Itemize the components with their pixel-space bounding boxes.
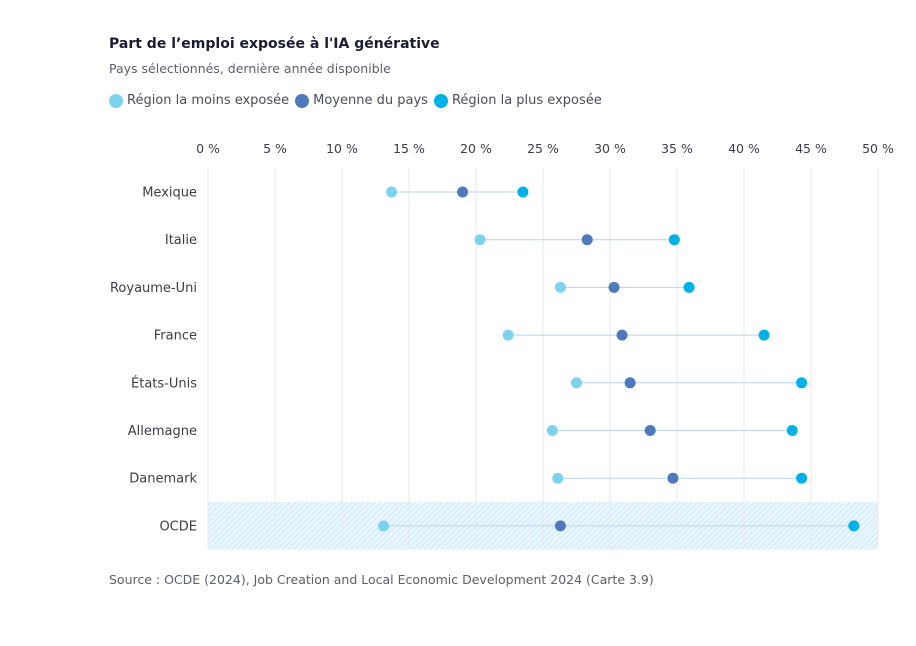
point-avg-france	[616, 329, 628, 341]
legend-swatch-min	[109, 93, 123, 108]
grid-layer	[207, 168, 879, 549]
x-tick-label: 30 %	[594, 141, 626, 156]
point-min-etats-unis	[571, 377, 582, 389]
legend-item-max[interactable]: Région la plus exposée	[433, 93, 602, 108]
point-max-allemagne	[786, 425, 798, 436]
x-tick-label: 15 %	[393, 141, 425, 156]
source-note: Source : OCDE (2024), Job Creation and L…	[109, 572, 654, 587]
point-avg-danemark	[667, 472, 679, 484]
point-min-ocde	[378, 520, 390, 532]
category-label-ocde: OCDE	[159, 519, 197, 534]
point-max-royaume-uni	[683, 281, 695, 293]
data-points	[378, 186, 860, 532]
legend: Région la moins exposée Moyenne du pays …	[109, 93, 608, 108]
point-avg-allemagne	[644, 425, 656, 436]
legend-item-min[interactable]: Région la moins exposée	[109, 93, 289, 108]
legend-label-max: Région la plus exposée	[451, 93, 602, 108]
point-avg-italie	[581, 234, 593, 246]
x-tick-label: 45 %	[795, 141, 827, 156]
category-labels: Mexique Italie Royaume-Uni France États-Unis…	[110, 186, 198, 535]
point-min-danemark	[552, 472, 564, 484]
legend-item-avg[interactable]: Moyenne du pays	[295, 93, 428, 108]
x-tick-label: 20 %	[460, 141, 492, 156]
category-label-italie: Italie	[165, 233, 197, 248]
point-max-danemark	[796, 472, 808, 484]
chart-subtitle: Pays sélectionnés, dernière année dispon…	[109, 61, 391, 76]
category-label-mexique: Mexique	[142, 186, 197, 201]
point-max-etats-unis	[796, 377, 808, 389]
category-label-france: France	[154, 329, 197, 344]
legend-label-avg: Moyenne du pays	[313, 93, 428, 108]
point-max-italie	[668, 234, 680, 246]
point-avg-etats-unis	[624, 377, 636, 389]
point-max-ocde	[848, 520, 860, 532]
x-tick-label: 0 %	[196, 141, 220, 156]
x-tick-labels: 0 % 5 % 10 % 15 % 20 % 25 % 30 % 35 % 40 % 45 % 50…	[196, 141, 894, 156]
category-label-royaume-uni: Royaume-Uni	[110, 281, 197, 296]
point-min-royaume-uni	[554, 281, 566, 293]
x-tick-label: 35 %	[661, 141, 693, 156]
x-tick-label: 50 %	[862, 141, 894, 156]
point-avg-ocde	[554, 520, 566, 532]
point-min-mexique	[386, 186, 398, 198]
point-avg-mexique	[457, 186, 469, 198]
category-label-etats-unis: États-Unis	[131, 375, 197, 391]
point-min-italie	[474, 234, 486, 246]
category-label-allemagne: Allemagne	[128, 424, 197, 439]
point-max-france	[758, 329, 770, 341]
x-tick-label: 40 %	[728, 141, 760, 156]
category-label-danemark: Danemark	[129, 472, 197, 487]
chart-title: Part de l’emploi exposée à l'IA générati…	[109, 36, 440, 52]
point-avg-royaume-uni	[608, 281, 620, 293]
point-min-france	[502, 329, 514, 341]
legend-swatch-avg	[295, 93, 310, 108]
connector-lines	[383, 191, 854, 527]
legend-swatch-max	[433, 93, 448, 108]
point-min-allemagne	[546, 425, 558, 436]
x-tick-label: 25 %	[527, 141, 559, 156]
point-max-mexique	[517, 186, 529, 198]
x-tick-label: 10 %	[326, 141, 358, 156]
legend-label-min: Région la moins exposée	[127, 93, 290, 108]
x-tick-label: 5 %	[263, 141, 287, 156]
